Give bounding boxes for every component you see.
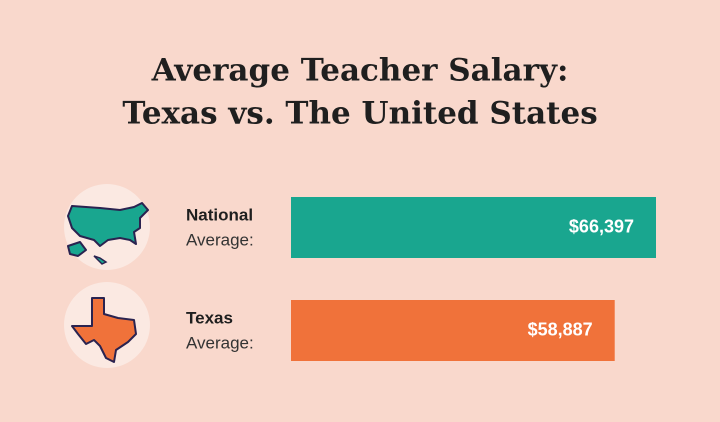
- chart-title: Texas vs. The United States: [122, 96, 597, 132]
- value-label: $66,397: [569, 216, 634, 236]
- value-label: $58,887: [528, 319, 593, 339]
- bar: [291, 197, 656, 258]
- texas-icon: [64, 282, 150, 368]
- us-icon: [64, 184, 150, 270]
- category-sublabel: Average:: [186, 333, 254, 352]
- chart-title: Average Teacher Salary:: [151, 53, 569, 89]
- category-label: National: [186, 205, 253, 224]
- category-label: Texas: [186, 308, 233, 327]
- category-sublabel: Average:: [186, 230, 254, 249]
- bar: [291, 300, 615, 361]
